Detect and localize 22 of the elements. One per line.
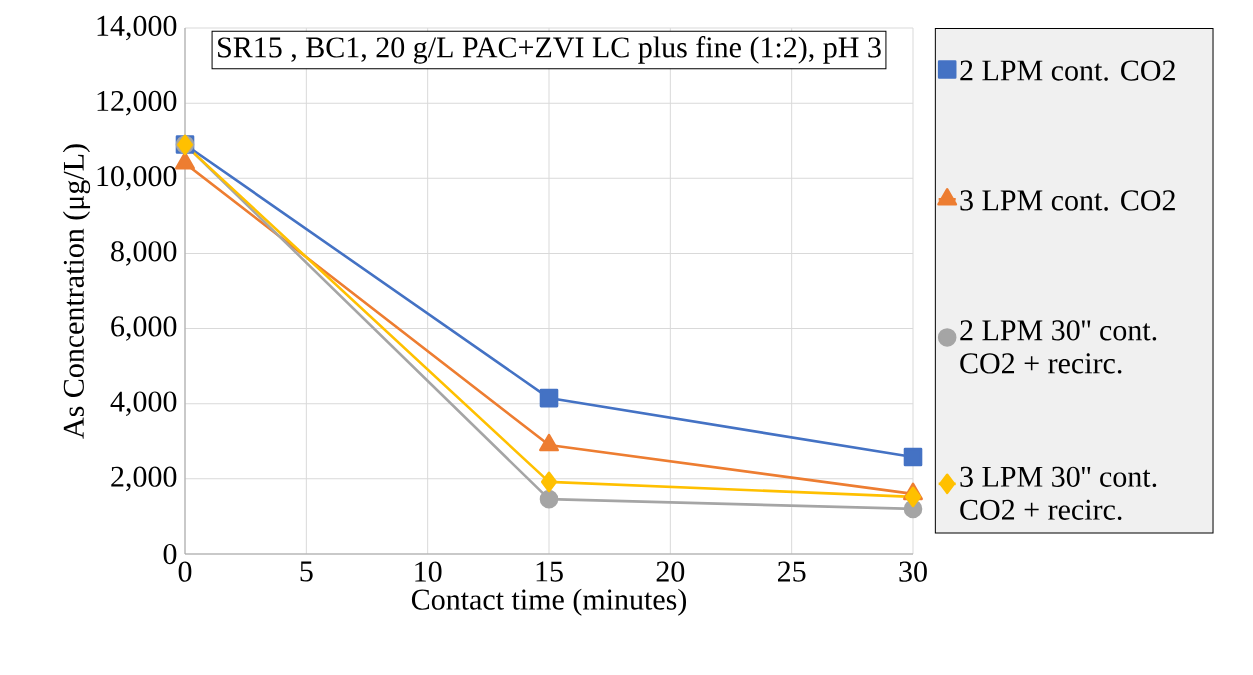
x-tick-label: 20 [656,561,685,582]
x-tick-label: 15 [536,561,563,582]
y-axis-title: As Concentration (μg/L) [62,144,91,439]
x-tick-label: 10 [415,561,442,582]
y-tick-label: 0 [163,543,177,565]
x-tick-label: 5 [300,561,313,582]
x-tick-label: 25 [777,561,806,582]
legend-label: 3 LPM cont. CO2 [960,190,1175,211]
legend-label: 3 LPM 30'' cont. CO2 + recirc. [960,466,1157,521]
y-tick-label: 12,000 [97,90,177,116]
y-tick-label: 10,000 [97,166,177,191]
x-tick-label: 0 [178,561,192,582]
legend-label: 2 LPM 30'' cont. CO2 + recirc. [960,320,1157,374]
x-tick-label: 30 [899,561,927,582]
y-tick-label: 4,000 [110,391,177,416]
y-tick-label: 8,000 [111,241,177,266]
y-tick-label: 2,000 [111,466,177,492]
legend-label: 2 LPM cont. CO2 [960,60,1175,81]
y-tick-label: 6,000 [111,316,177,341]
y-tick-label: 14,000 [97,15,177,41]
chart-title: SR15 , BC1, 20 g/L PAC+ZVI LC plus fine (1:2), pH 3 [218,36,881,64]
x-axis-title: Contact time (minutes) [411,588,687,616]
